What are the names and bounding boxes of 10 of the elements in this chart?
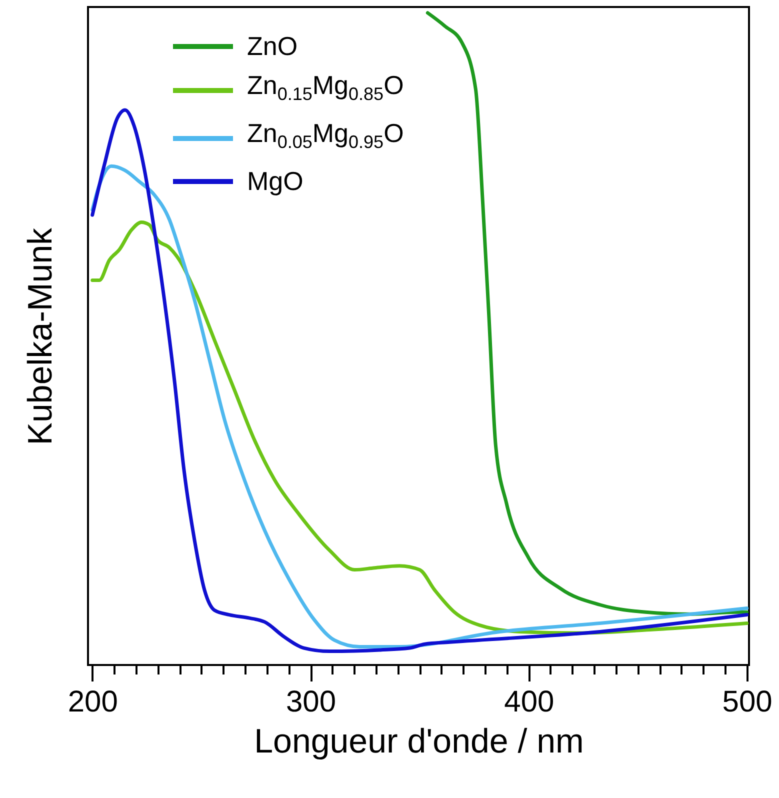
legend-label: ZnO [247,30,298,63]
y-axis-title: Kubelka-Munk [22,226,60,446]
x-axis-title: Longueur d'onde / nm [254,722,584,760]
legend-label: Zn$_{0.15}$Mg$_{0.85}$O [247,69,404,106]
legend-label: MgO [247,165,304,198]
x-tick-label: 200 [68,686,118,718]
legend-label: Zn$_{0.05}$Mg$_{0.95}$O [247,117,404,154]
x-tick-label: 300 [286,686,336,718]
x-tick-label: 500 [722,686,772,718]
x-tick-label: 400 [504,686,554,718]
